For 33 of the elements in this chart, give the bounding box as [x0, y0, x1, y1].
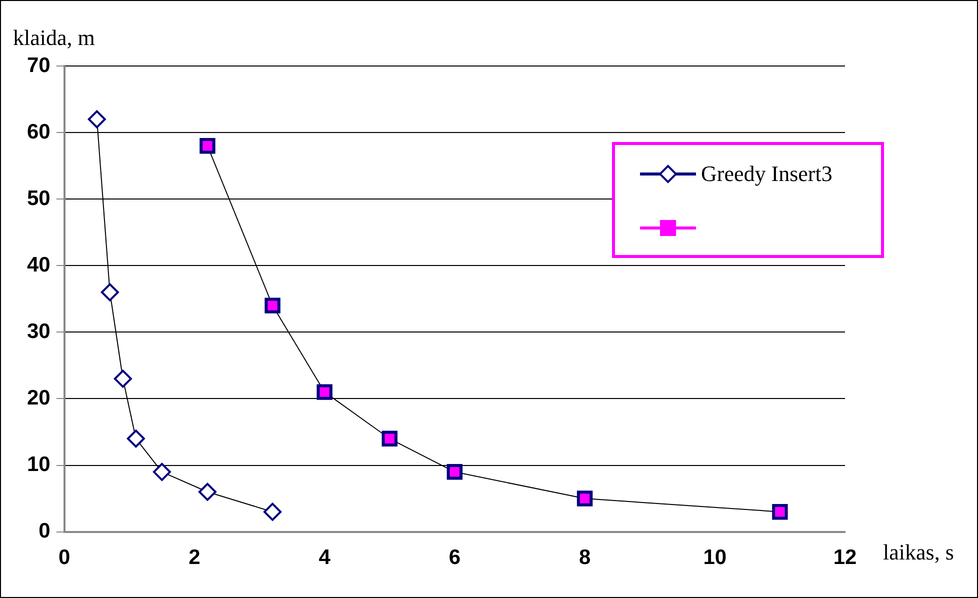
point — [200, 138, 216, 154]
legend-label: Greedy Insert3 — [701, 161, 832, 187]
point — [100, 283, 119, 302]
x-tick-label: 6 — [448, 546, 461, 570]
x-axis-title: laikas, s — [883, 540, 954, 565]
point — [152, 462, 171, 481]
point — [88, 110, 106, 128]
point — [772, 504, 788, 520]
y-axis-title: klaida, m — [13, 24, 95, 50]
x-tick-label: 2 — [188, 546, 200, 570]
y-tick-label: 30 — [27, 320, 50, 343]
x-tick-label: 8 — [578, 546, 591, 570]
y-tick-label: 0 — [38, 520, 50, 543]
point — [264, 502, 282, 521]
y-tick-label: 20 — [27, 386, 50, 410]
legend-frame: Greedy Insert3 — [612, 142, 884, 258]
point — [126, 430, 145, 448]
x-tick-label: 0 — [58, 546, 70, 570]
y-tick-label: 50 — [27, 186, 50, 210]
point — [316, 384, 332, 400]
y-tick-label: 10 — [27, 453, 50, 476]
point — [446, 464, 463, 480]
x-tick-label: 4 — [318, 546, 331, 570]
point — [264, 298, 280, 314]
x-tick-label: 12 — [833, 546, 857, 570]
point — [576, 490, 593, 506]
y-tick-label: 60 — [27, 120, 50, 144]
x-tick-label: 10 — [703, 546, 727, 570]
point — [198, 482, 216, 501]
y-tick-label: 70 — [27, 54, 50, 77]
point — [114, 370, 132, 388]
y-tick-label: 40 — [27, 253, 50, 276]
point — [382, 430, 398, 447]
